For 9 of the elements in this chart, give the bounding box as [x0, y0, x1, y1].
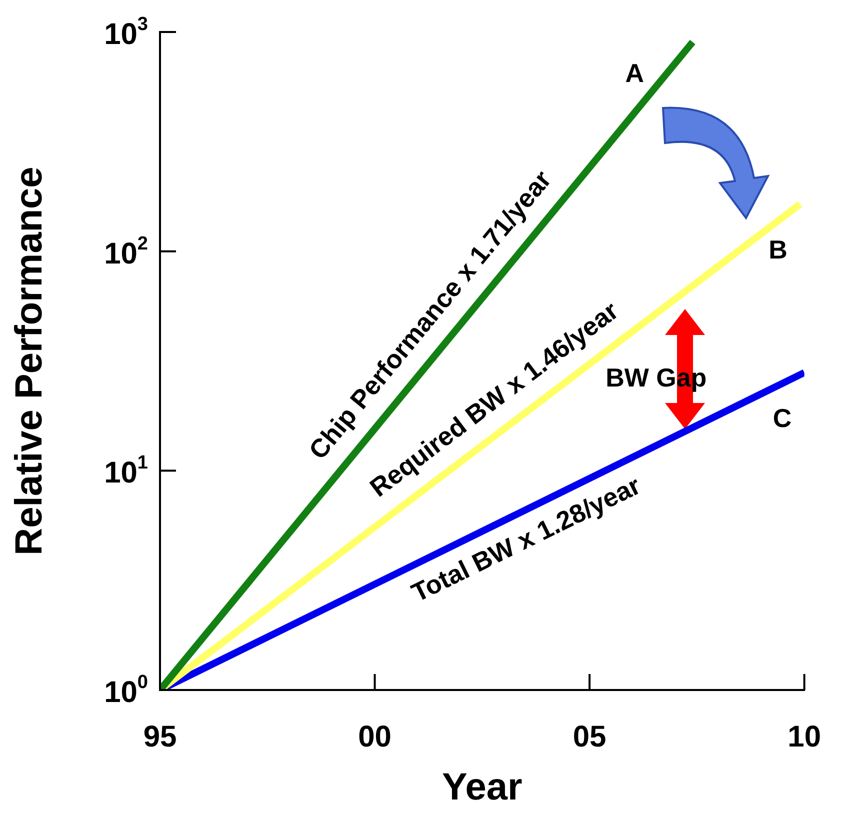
- x-tick-label: 10: [788, 720, 822, 754]
- y-axis-title: Relative Performance: [8, 166, 50, 556]
- annotation: B: [768, 234, 788, 264]
- x-tick-label: 95: [143, 720, 177, 754]
- x-tick-label: 05: [572, 720, 606, 754]
- annotation: A: [625, 58, 644, 88]
- x-axis-title: Year: [442, 766, 523, 809]
- x-tick-label: 00: [358, 720, 392, 754]
- annotation: C: [772, 402, 792, 433]
